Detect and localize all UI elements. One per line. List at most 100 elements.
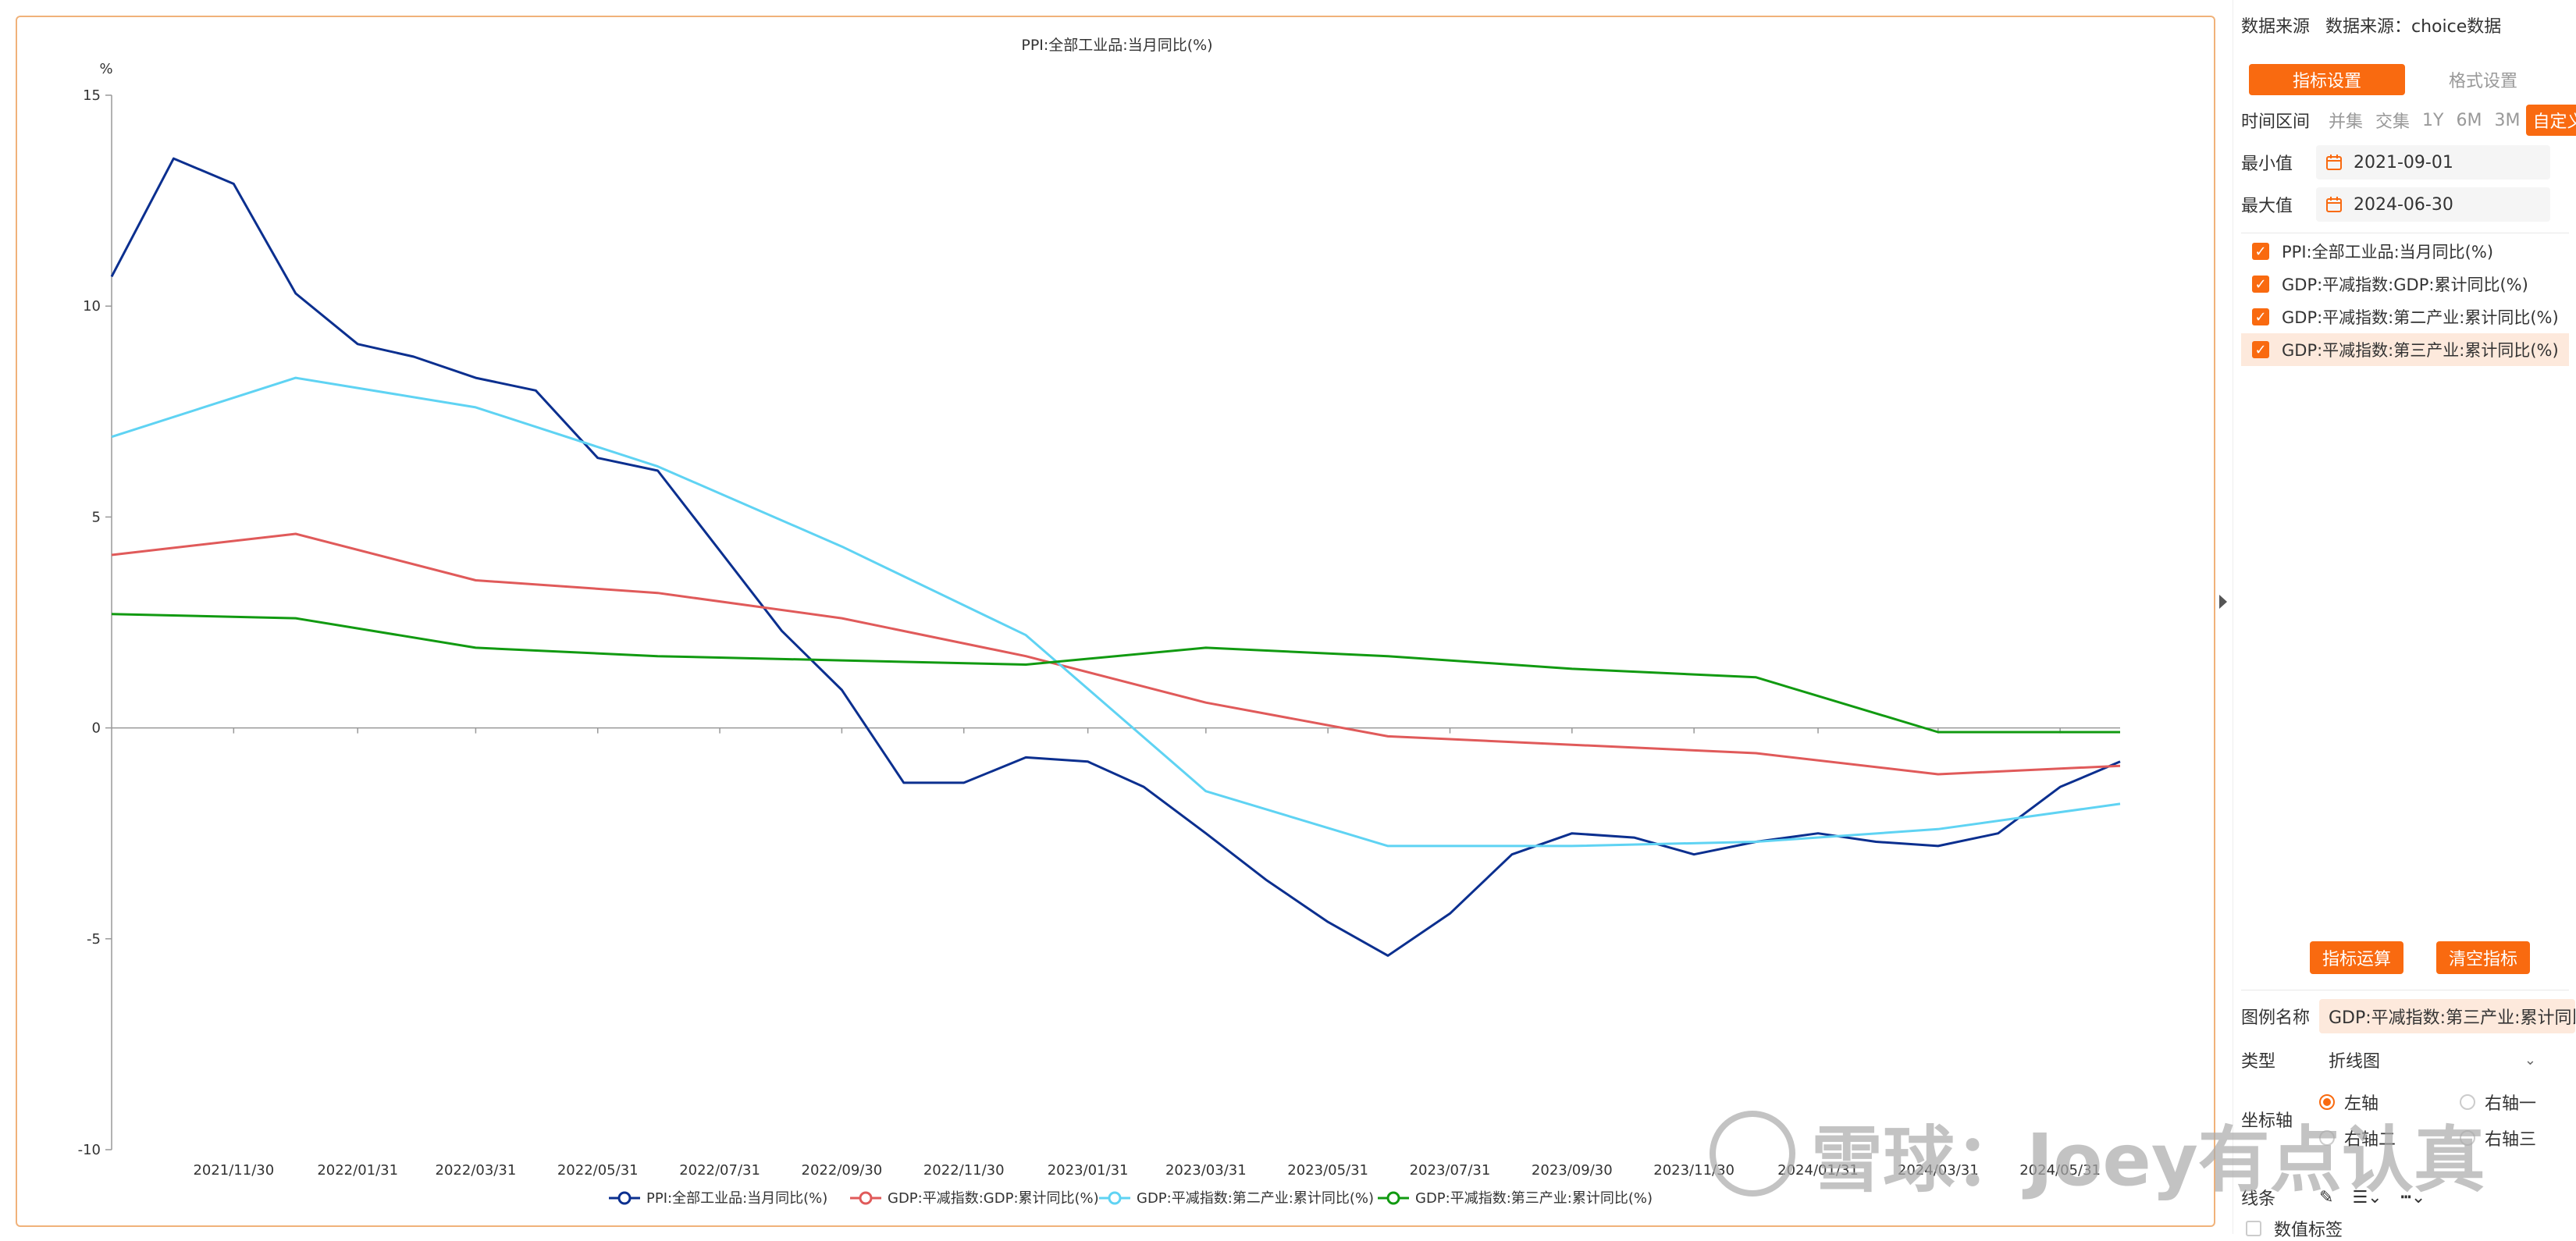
range-option-intersection[interactable]: 交集 (2375, 112, 2411, 132)
x-tick-label: 2022/03/31 (436, 1162, 517, 1179)
watermark-text: 雪球：Joey有点认真 (1811, 1118, 2485, 1202)
max-value-label: 最大值 (2241, 197, 2293, 216)
axis-option-label: 左轴 (2344, 1094, 2379, 1114)
axis-option-right-2[interactable]: 右轴二 (2319, 1125, 2460, 1150)
indicator-label: GDP:平减指数:GDP:累计同比(%) (2282, 276, 2528, 294)
chart-legend[interactable]: PPI:全部工业品:当月同比(%) GDP:平减指数:GDP:累计同比(%) GDP… (609, 1190, 1653, 1207)
indicator-label: GDP:平减指数:第三产业:累计同比(%) (2282, 341, 2559, 360)
calendar-icon (2326, 197, 2342, 212)
x-tick-label: 2023/05/31 (1287, 1162, 1368, 1179)
axis-options: 左轴 右轴一 右轴二 右轴三 (2319, 1090, 2576, 1150)
radio-icon[interactable] (2460, 1094, 2475, 1110)
max-date-value: 2024-06-30 (2354, 194, 2453, 215)
data-label-row: 数值标签 (2241, 1216, 2343, 1241)
clear-indicators-button[interactable]: 清空指标 (2436, 941, 2530, 974)
line-style-label: 线条 (2241, 1189, 2276, 1209)
tab-format-settings[interactable]: 格式设置 (2405, 64, 2561, 95)
radio-icon[interactable] (2460, 1130, 2475, 1146)
legend-marker-icon (1108, 1191, 1122, 1205)
axis-option-left[interactable]: 左轴 (2319, 1090, 2460, 1115)
legend-marker-icon (617, 1191, 632, 1205)
indicator-item[interactable]: PPI:全部工业品:当月同比(%) (2241, 235, 2569, 268)
settings-panel: 数据来源 数据来源：choice数据 指标设置 格式设置 时间区间 并集 交集 … (2233, 0, 2576, 1240)
x-tick-label: 2023/07/31 (1410, 1162, 1491, 1179)
y-tick-label: 10 (83, 298, 101, 315)
x-tick-label: 2022/09/30 (802, 1162, 883, 1179)
axis-label: 坐标轴 (2241, 1111, 2293, 1131)
series-lines (110, 157, 2121, 957)
legend-marker-icon (859, 1191, 873, 1205)
chart-axes: 15 10 5 0 -5 -10 2021/11/30 2022/01/31 2022/03/3… (78, 87, 2120, 1179)
legend-item-4[interactable]: GDP:平减指数:第三产业:累计同比(%) (1378, 1190, 1653, 1207)
x-tick-label: 2022/01/31 (317, 1162, 398, 1179)
axis-option-label: 右轴三 (2485, 1130, 2537, 1150)
snowball-logo-icon (1710, 1111, 1795, 1197)
range-option-6m[interactable]: 6M (2456, 110, 2482, 130)
range-option-custom[interactable]: 自定义 (2526, 105, 2576, 136)
y-tick-label: -10 (78, 1142, 101, 1158)
legend-item-1[interactable]: PPI:全部工业品:当月同比(%) (609, 1190, 827, 1207)
line-color-icon[interactable]: ✎ (2319, 1187, 2334, 1207)
min-value-row: 最小值 2021-09-01 (2241, 145, 2550, 180)
x-tick-label: 2023/01/31 (1048, 1162, 1129, 1179)
time-range-row: 时间区间 并集 交集 1Y 6M 3M 自定义 (2241, 105, 2576, 136)
legend-item-3[interactable]: GDP:平减指数:第二产业:累计同比(%) (1099, 1190, 1374, 1207)
type-label: 类型 (2241, 1052, 2276, 1072)
legend-name-input[interactable]: GDP:平减指数:第三产业:累计同比(%) (2319, 999, 2575, 1033)
series-line-3 (111, 376, 2121, 848)
max-date-input[interactable]: 2024-06-30 (2316, 187, 2550, 222)
panel-collapse-toggle-icon[interactable] (2219, 595, 2227, 609)
legend-label: PPI:全部工业品:当月同比(%) (646, 1190, 827, 1207)
radio-icon[interactable] (2319, 1130, 2335, 1146)
range-option-union[interactable]: 并集 (2329, 112, 2364, 132)
x-tick-label: 2022/11/30 (923, 1162, 1005, 1179)
axis-option-label: 右轴二 (2344, 1130, 2396, 1150)
range-option-3m[interactable]: 3M (2494, 110, 2521, 130)
time-range-options: 并集 交集 1Y 6M 3M 自定义 (2322, 105, 2576, 136)
indicator-item-selected[interactable]: GDP:平减指数:第三产业:累计同比(%) (2241, 333, 2569, 366)
source-input[interactable]: 数据来源：choice数据 (2316, 8, 2566, 42)
axis-option-label: 右轴一 (2485, 1094, 2537, 1114)
chart-title: PPI:全部工业品:当月同比(%) (1021, 37, 1212, 54)
y-tick-label: 5 (92, 509, 101, 525)
indicator-item[interactable]: GDP:平减指数:GDP:累计同比(%) (2241, 268, 2569, 300)
type-row: 类型 折线图 ⌄ (2241, 1043, 2546, 1077)
calendar-icon (2326, 155, 2342, 170)
line-style-row: 线条 ✎ ☰⌄ ┅⌄ (2241, 1185, 2425, 1210)
checkbox-checked-icon[interactable] (2252, 341, 2269, 358)
data-label-checkbox[interactable] (2246, 1221, 2261, 1236)
y-axis-unit-label: % (99, 61, 112, 77)
max-value-row: 最大值 2024-06-30 (2241, 187, 2550, 222)
range-option-1y[interactable]: 1Y (2422, 110, 2444, 130)
axis-option-right-3[interactable]: 右轴三 (2460, 1125, 2576, 1150)
tab-indicator-settings[interactable]: 指标设置 (2249, 64, 2405, 95)
indicator-calc-button[interactable]: 指标运算 (2310, 941, 2403, 974)
indicator-label: PPI:全部工业品:当月同比(%) (2282, 243, 2494, 261)
x-tick-label: 2024/05/31 (2019, 1162, 2101, 1179)
series-line-1 (110, 157, 2121, 957)
checkbox-checked-icon[interactable] (2252, 276, 2269, 293)
min-value-label: 最小值 (2241, 155, 2293, 174)
radio-selected-icon[interactable] (2319, 1094, 2335, 1110)
checkbox-checked-icon[interactable] (2252, 243, 2269, 260)
legend-marker-icon (1386, 1191, 1400, 1205)
legend-name-label: 图例名称 (2241, 1008, 2311, 1028)
indicator-item[interactable]: GDP:平减指数:第二产业:累计同比(%) (2241, 300, 2569, 333)
chart-container: PPI:全部工业品:当月同比(%) % 15 10 5 0 -5 -10 2021/11/3… (16, 16, 2215, 1227)
checkbox-checked-icon[interactable] (2252, 308, 2269, 325)
source-row: 数据来源 数据来源：choice数据 (2241, 8, 2566, 42)
settings-tabs: 指标设置 格式设置 (2249, 64, 2561, 95)
legend-item-2[interactable]: GDP:平减指数:GDP:累计同比(%) (850, 1190, 1099, 1207)
chart-type-select[interactable]: 折线图 ⌄ (2319, 1043, 2546, 1077)
watermark: 雪球：Joey有点认真 (1710, 1107, 2485, 1202)
series-line-4 (111, 613, 2120, 734)
min-date-input[interactable]: 2021-09-01 (2316, 145, 2550, 180)
axis-option-right-1[interactable]: 右轴一 (2460, 1090, 2576, 1115)
legend-label: GDP:平减指数:GDP:累计同比(%) (888, 1190, 1099, 1207)
line-dash-icon[interactable]: ┅⌄ (2400, 1187, 2426, 1207)
y-tick-label: 15 (83, 87, 101, 104)
indicator-label: GDP:平减指数:第二产业:累计同比(%) (2282, 308, 2559, 327)
line-width-icon[interactable]: ☰⌄ (2352, 1187, 2382, 1207)
legend-name-row: 图例名称 GDP:平减指数:第三产业:累计同比(%) (2241, 999, 2575, 1033)
x-tick-label: 2022/07/31 (679, 1162, 760, 1179)
